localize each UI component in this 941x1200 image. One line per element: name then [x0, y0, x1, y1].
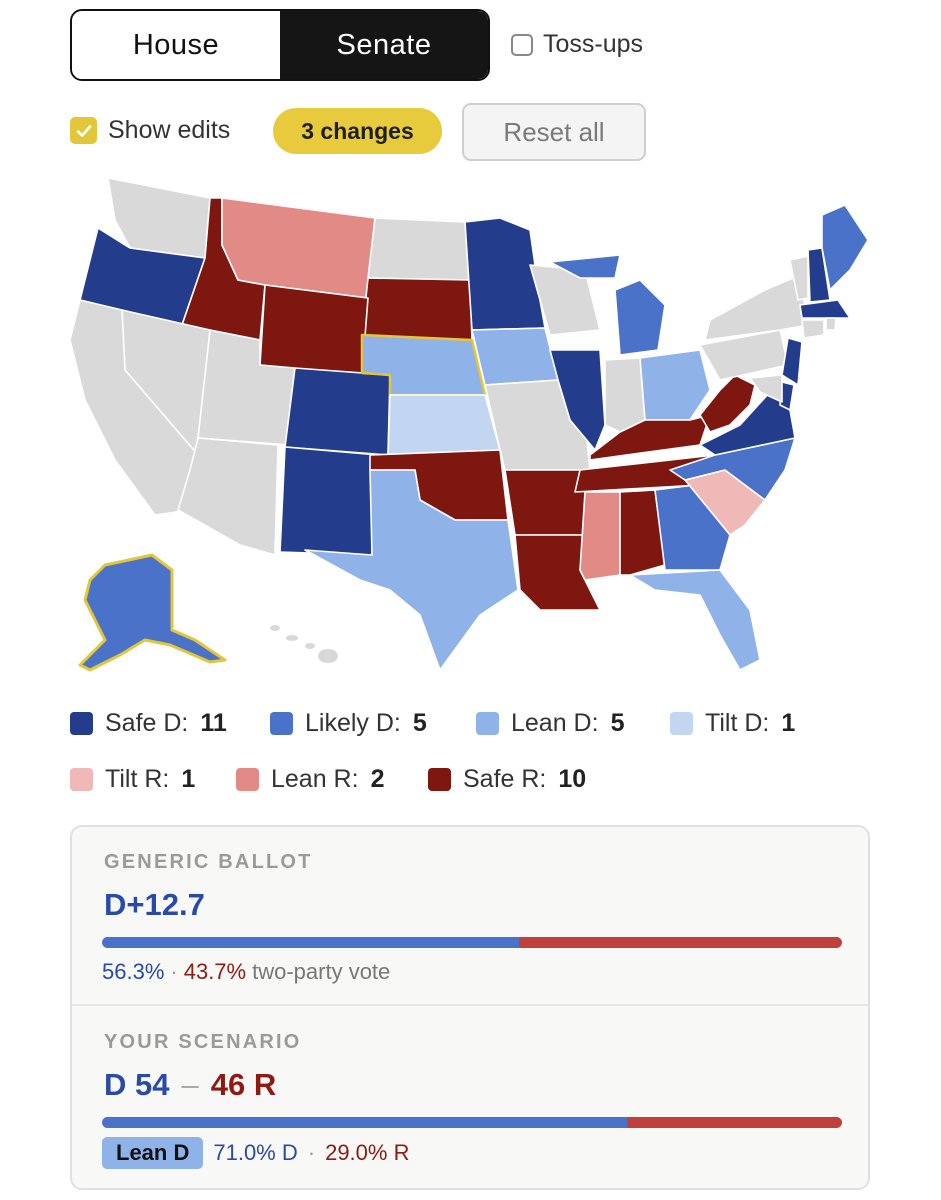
- state-ms[interactable]: [579, 491, 621, 581]
- legend-swatch: [428, 768, 451, 791]
- legend-label: Likely D:: [305, 709, 401, 737]
- generic-ballot-d-fill: [102, 937, 519, 948]
- scenario-d-fill: [102, 1117, 628, 1128]
- scenario-rating-badge: Lean D: [102, 1137, 204, 1169]
- legend-swatch: [476, 712, 499, 735]
- legend-swatch: [670, 712, 693, 735]
- state-me[interactable]: [821, 204, 869, 291]
- scenario-shares: Lean D 71.0% D · 29.0% R: [102, 1137, 409, 1169]
- legend-safe-d: Safe D: 11: [70, 709, 227, 738]
- summary-panel: GENERIC BALLOT D+12.7 56.3% · 43.7% two-…: [70, 825, 870, 1190]
- legend-safe-r: Safe R: 10: [428, 765, 586, 794]
- state-mi-lower[interactable]: [614, 279, 666, 356]
- legend-tilt-d: Tilt D: 1: [670, 709, 795, 738]
- checkmark-icon: [76, 124, 91, 137]
- reset-all-button[interactable]: Reset all: [462, 103, 646, 161]
- legend-count: 11: [200, 709, 227, 737]
- legend-label: Lean R:: [271, 765, 359, 793]
- separator-dot: ·: [170, 959, 178, 984]
- state-oh[interactable]: [639, 349, 711, 421]
- generic-ballot-bar: [102, 937, 842, 948]
- generic-ballot-shares: 56.3% · 43.7% two-party vote: [102, 959, 390, 985]
- state-in[interactable]: [604, 357, 646, 433]
- scenario-r-fill: [627, 1117, 842, 1128]
- scenario-seats: D 54 – 46 R: [104, 1067, 276, 1103]
- state-nj[interactable]: [781, 337, 803, 386]
- show-edits-toggle[interactable]: Show edits: [70, 116, 230, 145]
- state-tx[interactable]: [304, 469, 519, 671]
- legend-swatch: [270, 712, 293, 735]
- separator-dot: ·: [307, 1140, 316, 1165]
- legend-count: 5: [412, 709, 427, 737]
- senate-map: [69, 177, 869, 672]
- legend-label: Lean D:: [511, 709, 599, 737]
- state-ct[interactable]: [801, 319, 825, 339]
- state-md[interactable]: [749, 374, 783, 403]
- state-fl[interactable]: [629, 569, 761, 671]
- state-ga[interactable]: [654, 484, 731, 571]
- legend-count: 2: [370, 765, 385, 793]
- legend-swatch: [70, 712, 93, 735]
- legend-likely-d: Likely D: 5: [270, 709, 427, 738]
- state-ny[interactable]: [704, 274, 809, 341]
- legend-swatch: [70, 768, 93, 791]
- state-il[interactable]: [549, 349, 606, 451]
- state-vt[interactable]: [789, 255, 809, 301]
- legend-label: Tilt D:: [705, 709, 770, 737]
- scenario-d-seats: D 54: [104, 1067, 170, 1102]
- tossups-label: Toss-ups: [543, 30, 644, 58]
- generic-ballot-r-pct: 43.7%: [183, 959, 247, 984]
- state-ky[interactable]: [589, 414, 711, 461]
- generic-ballot-suffix: two-party vote: [252, 959, 391, 984]
- chamber-toggle: House Senate: [70, 9, 490, 81]
- state-ia[interactable]: [471, 327, 559, 386]
- senate-tab[interactable]: Senate: [280, 11, 488, 79]
- scenario-d-pct: 71.0% D: [213, 1140, 298, 1165]
- scenario-r-seats: 46 R: [210, 1067, 277, 1102]
- tossups-toggle[interactable]: Toss-ups: [511, 30, 643, 59]
- show-edits-checkbox[interactable]: [70, 117, 97, 144]
- state-ak[interactable]: [79, 554, 226, 671]
- generic-ballot-margin: D+12.7: [104, 887, 205, 922]
- generic-ballot-r-fill: [518, 937, 842, 948]
- generic-ballot-d-pct: 56.3%: [102, 959, 165, 984]
- state-sd[interactable]: [361, 277, 473, 341]
- legend-tilt-r: Tilt R: 1: [70, 765, 195, 794]
- legend-count: 1: [781, 709, 796, 737]
- state-wv[interactable]: [699, 374, 756, 433]
- state-al[interactable]: [619, 489, 666, 576]
- show-edits-label: Show edits: [108, 116, 231, 144]
- legend-count: 1: [181, 765, 196, 793]
- legend-count: 10: [558, 765, 587, 793]
- state-co[interactable]: [284, 367, 391, 456]
- state-az[interactable]: [177, 437, 279, 556]
- panel-divider: [72, 1004, 868, 1006]
- generic-ballot-heading: GENERIC BALLOT: [104, 851, 313, 873]
- scenario-r-pct: 29.0% R: [325, 1140, 410, 1165]
- legend-label: Tilt R:: [105, 765, 170, 793]
- state-nh[interactable]: [807, 247, 831, 303]
- legend-lean-r: Lean R: 2: [236, 765, 384, 794]
- scenario-bar: [102, 1117, 842, 1128]
- legend-label: Safe D:: [105, 709, 189, 737]
- state-hi[interactable]: [270, 625, 338, 663]
- state-ri[interactable]: [825, 317, 837, 331]
- state-ma[interactable]: [799, 299, 851, 319]
- changes-badge: 3 changes: [273, 108, 442, 154]
- tossups-checkbox[interactable]: [511, 33, 533, 56]
- legend-swatch: [236, 768, 259, 791]
- state-nm[interactable]: [279, 446, 379, 556]
- house-tab[interactable]: House: [72, 11, 280, 79]
- legend-lean-d: Lean D: 5: [476, 709, 624, 738]
- state-nd[interactable]: [367, 217, 471, 281]
- state-ca[interactable]: [69, 299, 199, 516]
- state-ks[interactable]: [387, 394, 501, 456]
- legend-count: 5: [610, 709, 625, 737]
- scenario-heading: YOUR SCENARIO: [104, 1031, 302, 1053]
- legend-label: Safe R:: [463, 765, 547, 793]
- state-wy[interactable]: [259, 284, 369, 376]
- state-mi[interactable]: [549, 254, 621, 279]
- scenario-dash: –: [181, 1067, 199, 1102]
